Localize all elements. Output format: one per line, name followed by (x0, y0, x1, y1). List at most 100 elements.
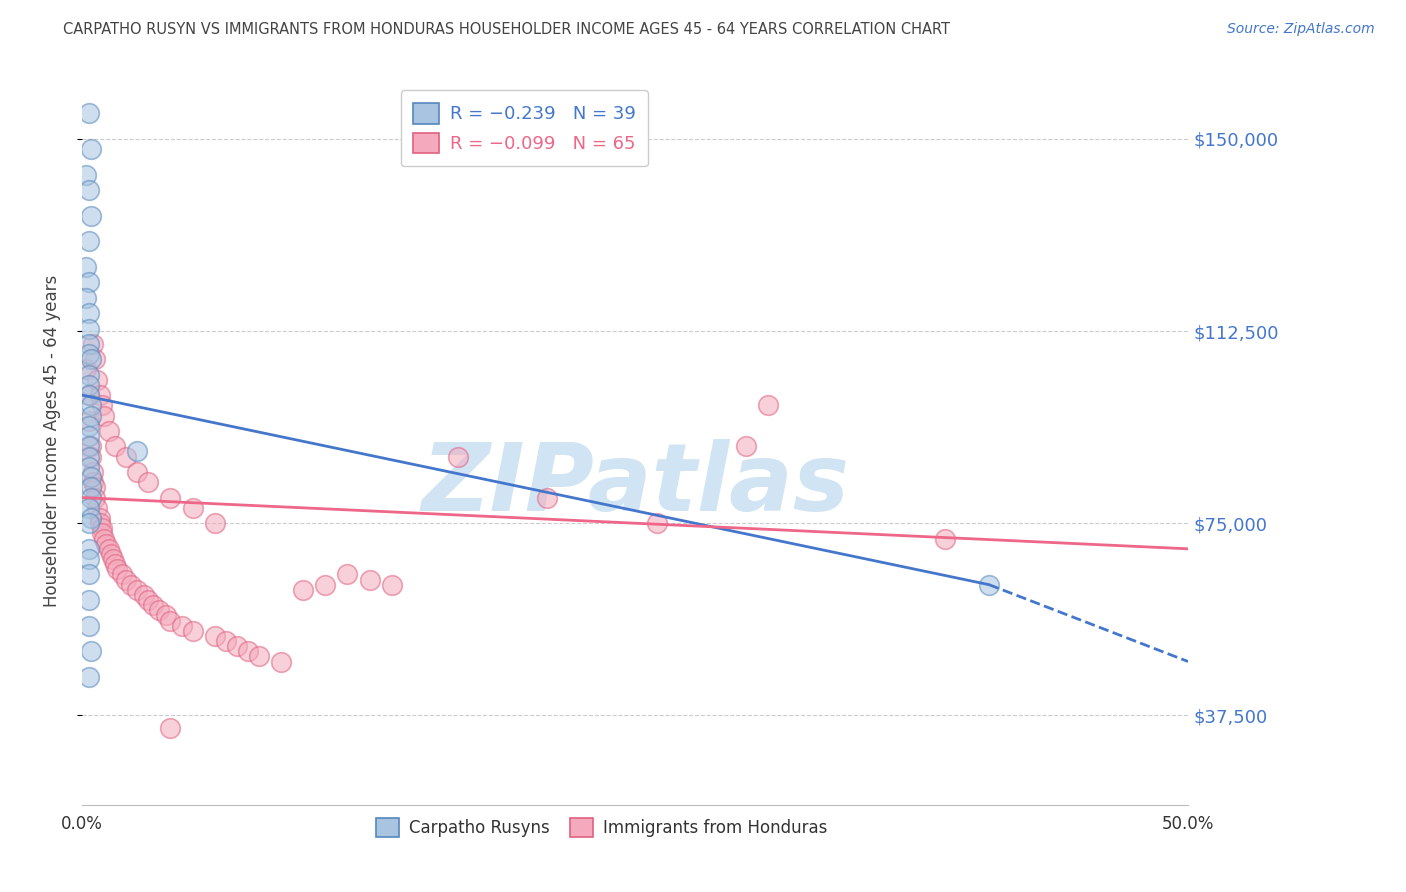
Point (159, 614, 181, 628)
Point (77, 567, 100, 582)
Point (89, 516, 111, 531)
Point (77, 450, 100, 464)
Legend: Carpatho Rusyns, Immigrants from Honduras: Carpatho Rusyns, Immigrants from Hondura… (370, 812, 834, 844)
Point (111, 567, 134, 582)
Text: CARPATHO RUSYN VS IMMIGRANTS FROM HONDURAS HOUSEHOLDER INCOME AGES 45 - 64 YEARS: CARPATHO RUSYN VS IMMIGRANTS FROM HONDUR… (63, 22, 950, 37)
Point (93, 532, 115, 546)
Point (127, 465, 149, 479)
Point (447, 450, 470, 464)
Point (77, 459, 100, 474)
Point (127, 582, 149, 597)
Point (90, 521, 112, 535)
Point (77, 500, 100, 515)
Point (89, 388, 111, 402)
Point (77, 347, 100, 361)
Point (314, 577, 336, 591)
Point (336, 567, 359, 582)
Point (536, 491, 558, 505)
Point (77, 321, 100, 335)
Point (80, 352, 103, 367)
Point (934, 532, 956, 546)
Point (77, 516, 100, 531)
Point (77, 388, 100, 402)
Point (77, 306, 100, 320)
Point (80, 398, 103, 412)
Point (75, 260, 97, 274)
Point (977, 577, 1000, 591)
Point (82, 465, 104, 479)
Point (80, 511, 103, 525)
Point (100, 547, 122, 561)
Y-axis label: Householder Income Ages 45 - 64 years: Householder Income Ages 45 - 64 years (44, 275, 60, 607)
Point (84, 491, 107, 505)
Point (159, 491, 181, 505)
Point (77, 429, 100, 443)
Point (170, 618, 193, 632)
Point (104, 439, 127, 453)
Point (115, 573, 138, 587)
Point (104, 558, 127, 572)
Point (80, 439, 103, 453)
Point (159, 721, 181, 735)
Point (80, 209, 103, 223)
Point (80, 480, 103, 494)
Point (86, 373, 108, 387)
Point (93, 409, 115, 423)
Point (82, 475, 104, 490)
Point (270, 655, 292, 669)
Point (80, 450, 103, 464)
Point (90, 526, 112, 541)
Point (86, 500, 108, 515)
Point (97, 424, 120, 438)
Point (97, 541, 120, 556)
Point (77, 106, 100, 120)
Text: ZIPatlas: ZIPatlas (420, 439, 849, 531)
Point (82, 337, 104, 351)
Point (127, 444, 149, 458)
Point (136, 475, 159, 490)
Point (77, 377, 100, 392)
Point (77, 368, 100, 382)
Point (77, 418, 100, 433)
Point (77, 593, 100, 607)
Point (77, 337, 100, 351)
Point (77, 439, 100, 453)
Point (247, 649, 270, 664)
Point (236, 644, 259, 658)
Point (84, 480, 107, 494)
Point (148, 603, 170, 617)
Point (120, 577, 142, 591)
Point (77, 414, 100, 428)
Point (215, 634, 238, 648)
Point (77, 388, 100, 402)
Point (89, 511, 111, 525)
Point (115, 450, 138, 464)
Text: Source: ZipAtlas.com: Source: ZipAtlas.com (1227, 22, 1375, 37)
Point (142, 598, 165, 612)
Point (80, 142, 103, 156)
Point (75, 362, 97, 376)
Point (381, 577, 404, 591)
Point (101, 552, 124, 566)
Point (77, 541, 100, 556)
Point (136, 593, 159, 607)
Point (132, 588, 155, 602)
Point (77, 670, 100, 684)
Point (80, 491, 103, 505)
Point (84, 352, 107, 367)
Point (77, 183, 100, 197)
Point (80, 644, 103, 658)
Point (204, 629, 226, 643)
Point (181, 500, 204, 515)
Point (204, 516, 226, 531)
Point (734, 439, 756, 453)
Point (80, 470, 103, 484)
Point (756, 398, 779, 412)
Point (90, 398, 112, 412)
Point (359, 573, 381, 587)
Point (105, 562, 128, 576)
Point (292, 582, 315, 597)
Point (225, 639, 247, 653)
Point (75, 168, 97, 182)
Point (96, 537, 118, 551)
